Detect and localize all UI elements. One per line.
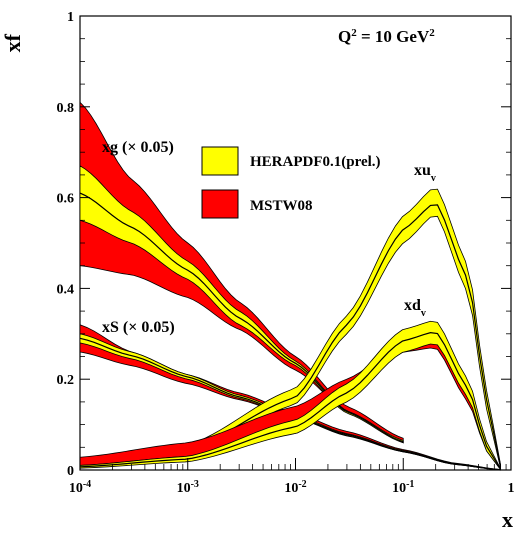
ticks-layer: 0 0.2 0.4 0.6 0.8 1 10-4 10-3 10-2 10-1 1	[57, 10, 515, 496]
y-tick-label: 1	[67, 10, 74, 25]
label-xdv-main: xd	[404, 297, 421, 314]
y-tick-label: 0.8	[57, 101, 75, 116]
legend: HERAPDF0.1(prel.) MSTW08	[201, 146, 381, 219]
central-xd-v	[79, 332, 502, 470]
y-tick-label: 0.4	[57, 282, 75, 297]
label-xs: xS (× 0.05)	[102, 319, 175, 336]
x-axis-label: x	[502, 507, 513, 532]
label-xuv: xuv	[414, 162, 436, 184]
label-xuv-sub: v	[431, 173, 436, 184]
q2-mid: = 10 GeV	[357, 27, 430, 46]
label-xdv-sub: v	[421, 308, 426, 319]
legend-label-mstw: MSTW08	[250, 198, 313, 214]
y-tick-label: 0.2	[57, 373, 75, 388]
legend-swatch-herapdf	[201, 146, 239, 176]
x-tick-label: 10-3	[177, 479, 199, 497]
label-xuv-main: xu	[414, 162, 431, 179]
y-tick-label: 0.6	[57, 192, 75, 207]
x-tick-label: 1	[508, 481, 515, 496]
legend-swatch-mstw	[201, 189, 239, 219]
label-xdv: xdv	[404, 297, 426, 319]
central-xg-0-05-	[79, 192, 404, 443]
y-tick-label: 0	[67, 464, 74, 479]
q2-sup1: 2	[351, 27, 357, 39]
label-xg: xg (× 0.05)	[102, 139, 174, 156]
x-tick-label: 10-4	[69, 479, 91, 497]
legend-label-herapdf: HERAPDF0.1(prel.)	[250, 154, 381, 170]
band-xg-0-05--herapdf	[79, 165, 404, 444]
x-tick-label: 10-2	[284, 479, 306, 497]
x-tick-label: 10-1	[392, 479, 414, 497]
y-axis-label: xf	[0, 33, 25, 52]
q2-annotation: Q2 = 10 GeV2	[338, 27, 435, 46]
q2-sup2: 2	[429, 27, 435, 39]
q2-prefix: Q	[338, 27, 351, 46]
